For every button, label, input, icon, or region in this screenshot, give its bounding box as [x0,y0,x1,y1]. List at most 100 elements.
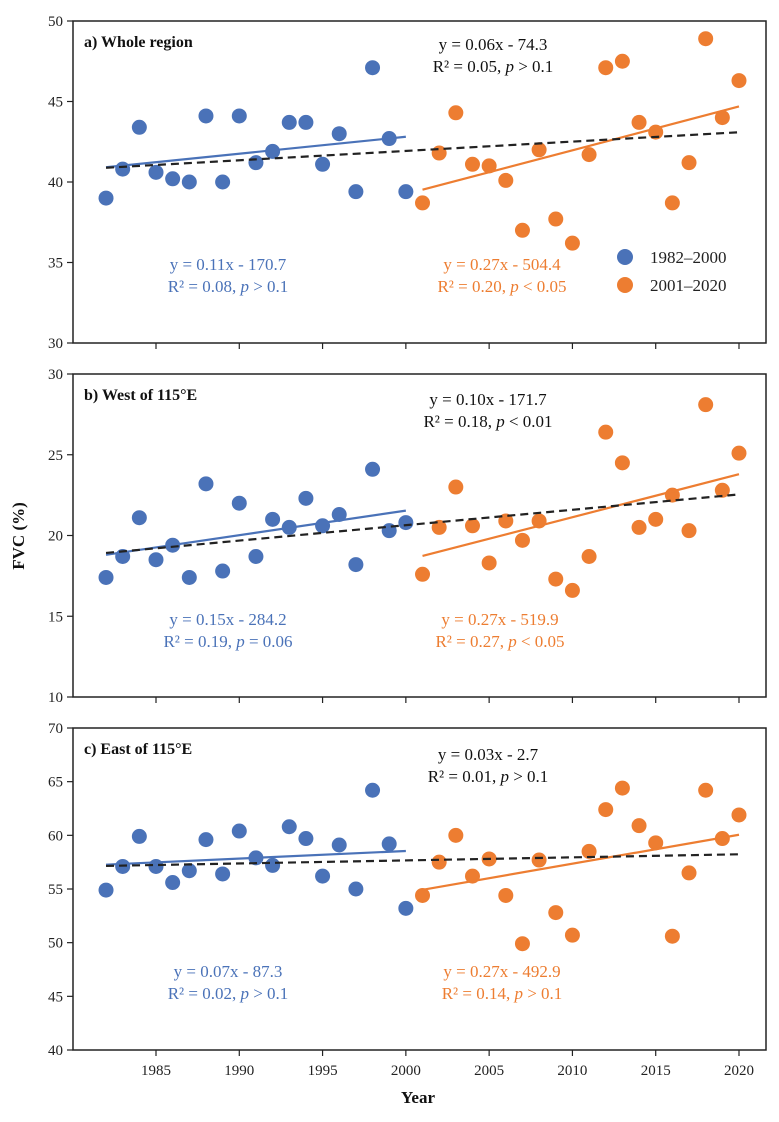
data-point-1982-2000 [331,837,347,853]
r-squared: R² = 0.20, [437,277,510,296]
data-point-2001-2020 [514,936,530,952]
panel-title: a) Whole region [84,34,193,51]
r-squared: R² = 0.18, [423,412,496,431]
p-value: > 0.1 [514,57,553,76]
data-point-1982-2000 [265,857,281,873]
data-point-1982-2000 [148,164,164,180]
p-value: > 0.1 [523,984,562,1003]
data-point-2001-2020 [431,854,447,870]
p-symbol: p [499,767,509,786]
overall-trend-stats: R² = 0.18, p < 0.01 [423,412,552,431]
p-value: < 0.05 [517,632,565,651]
data-point-2001-2020 [481,158,497,174]
x-tick-label: 2005 [474,1063,504,1079]
r-squared: R² = 0.14, [442,984,515,1003]
data-point-2001-2020 [598,60,614,76]
data-point-2001-2020 [681,523,697,539]
data-point-1982-2000 [298,831,314,847]
data-point-2001-2020 [731,807,747,823]
data-point-1982-2000 [231,108,247,124]
trend-line-1982-2000 [105,509,407,556]
data-point-2001-2020 [415,566,431,582]
x-tick-label: 2020 [724,1063,754,1079]
r-squared: R² = 0.27, [435,632,508,651]
data-point-2001-2020 [514,532,530,548]
data-point-1982-2000 [365,782,381,798]
overall-trend-equation: y = 0.03x - 2.7 [438,745,539,764]
y-tick-label: 30 [48,367,63,383]
y-tick-label: 30 [48,336,63,352]
data-point-1982-2000 [348,184,364,200]
data-point-2001-2020 [714,110,730,126]
x-tick-label: 1990 [224,1063,254,1079]
panel-a: 30 35 40 45 50 a) Whole region y = 0.06x - 74.… [48,14,767,352]
data-point-2001-2020 [731,73,747,89]
data-point-1982-2000 [165,171,181,187]
data-point-1982-2000 [398,184,414,200]
data-point-1982-2000 [198,476,214,492]
overall-trend-equation: y = 0.10x - 171.7 [429,390,547,409]
trend-line-overall [105,493,740,555]
data-point-1982-2000 [381,836,397,852]
data-point-2001-2020 [548,571,564,587]
r-squared: R² = 0.08, [168,277,241,296]
data-point-1982-2000 [198,832,214,848]
data-point-2001-2020 [581,147,597,163]
x-axis-label: Year [401,1088,435,1107]
data-point-2001-2020 [564,235,580,251]
data-point-2001-2020 [415,195,431,211]
trend-line-1982-2000 [105,849,406,866]
data-point-2001-2020 [598,802,614,818]
data-point-2001-2020 [464,518,480,534]
data-point-1982-2000 [181,569,197,585]
y-tick-label: 50 [48,14,63,30]
data-point-1982-2000 [315,518,331,534]
data-point-1982-2000 [98,569,114,585]
period2-trend-equation: y = 0.27x - 504.4 [443,255,561,274]
data-point-2001-2020 [464,156,480,172]
data-point-2001-2020 [698,397,714,413]
data-point-2001-2020 [614,780,630,796]
overall-trend-stats: R² = 0.01, p > 0.1 [428,767,549,786]
period2-trend-equation: y = 0.27x - 492.9 [443,962,560,981]
data-point-1982-2000 [248,155,264,171]
data-point-2001-2020 [698,782,714,798]
data-point-2001-2020 [698,31,714,47]
p-symbol: p [504,57,514,76]
data-point-1982-2000 [165,875,181,891]
x-tick-label: 2000 [391,1063,421,1079]
period2-trend-stats: R² = 0.20, p < 0.05 [437,277,566,296]
p-value: < 0.05 [519,277,567,296]
data-point-2001-2020 [648,511,664,527]
p-value: = 0.06 [245,632,293,651]
data-point-1982-2000 [115,161,131,177]
panel-title: c) East of 115°E [84,741,192,758]
y-tick-label: 45 [48,989,63,1005]
y-tick-label: 10 [48,690,63,706]
data-point-2001-2020 [664,195,680,211]
y-tick-label: 50 [48,936,63,952]
x-tick-label: 1985 [141,1063,171,1079]
data-point-2001-2020 [531,142,547,158]
y-tick-label: 35 [48,256,63,272]
period1-trend-equation: y = 0.15x - 284.2 [169,610,286,629]
data-point-1982-2000 [181,174,197,190]
data-point-2001-2020 [548,905,564,921]
data-point-1982-2000 [198,108,214,124]
period1-trend-equation: y = 0.11x - 170.7 [170,255,287,274]
trend-line-2001-2020 [422,833,740,891]
data-point-1982-2000 [265,511,281,527]
data-point-2001-2020 [648,835,664,851]
data-point-1982-2000 [365,60,381,76]
data-point-2001-2020 [631,519,647,535]
x-tick-label: 2010 [557,1063,587,1079]
p-symbol: p [495,412,505,431]
data-point-2001-2020 [731,445,747,461]
data-point-1982-2000 [298,114,314,130]
data-point-2001-2020 [481,555,497,571]
period1-trend-stats: R² = 0.02, p > 0.1 [168,984,289,1003]
data-point-2001-2020 [431,519,447,535]
data-point-1982-2000 [331,126,347,142]
overall-trend-stats: R² = 0.05, p > 0.1 [433,57,554,76]
legend-label: 2001–2020 [650,276,727,295]
